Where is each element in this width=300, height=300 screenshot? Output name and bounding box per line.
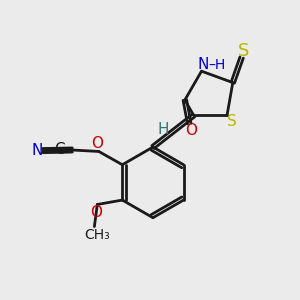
Text: –H: –H (208, 58, 225, 72)
Text: S: S (226, 114, 236, 129)
Text: S: S (238, 42, 250, 60)
Text: O: O (185, 123, 197, 138)
Text: N: N (197, 57, 209, 72)
Text: CH₃: CH₃ (84, 228, 110, 242)
Text: O: O (90, 205, 102, 220)
Text: H: H (157, 122, 169, 137)
Text: C: C (55, 142, 65, 158)
Text: N: N (32, 143, 43, 158)
Text: O: O (91, 136, 103, 151)
